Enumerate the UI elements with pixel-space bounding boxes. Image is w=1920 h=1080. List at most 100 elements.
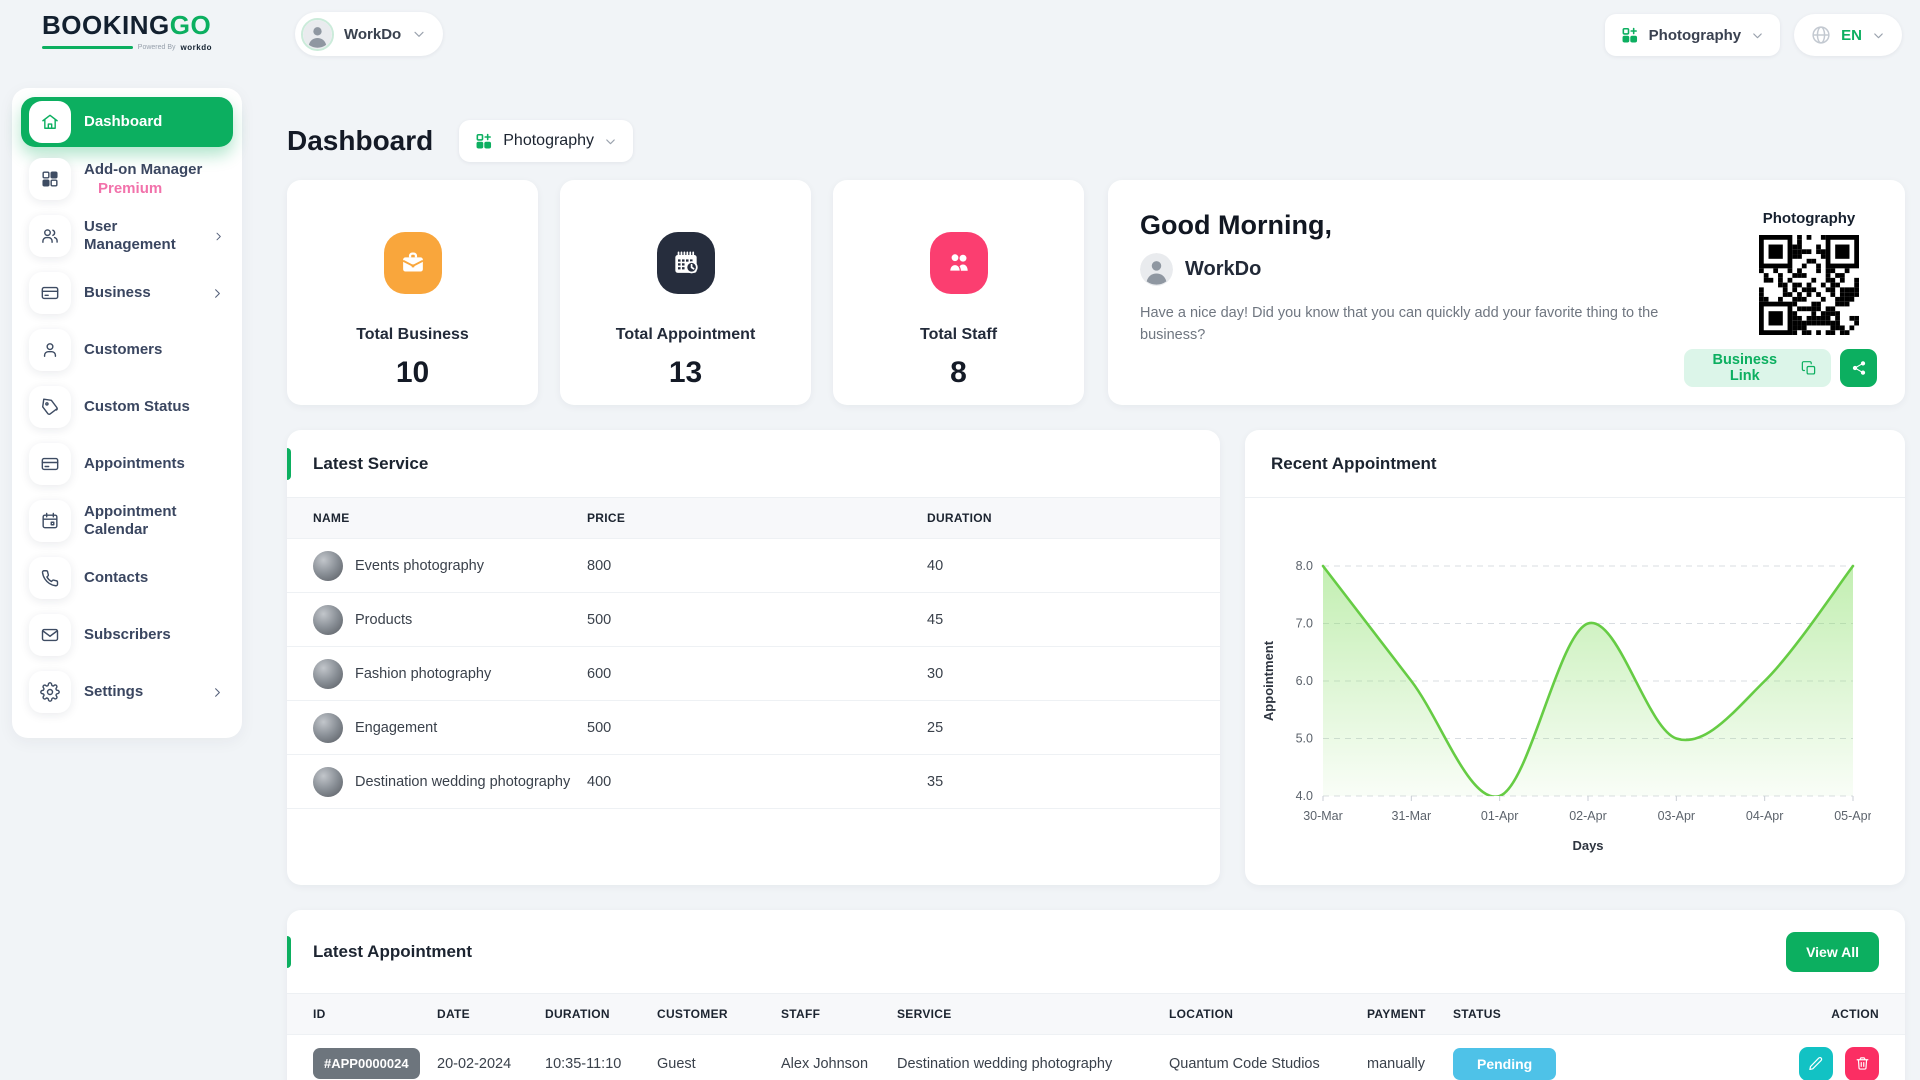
pencil-icon — [1809, 1057, 1823, 1071]
svg-text:02-Apr: 02-Apr — [1569, 809, 1607, 823]
business-link-button[interactable]: Business Link — [1683, 349, 1832, 387]
sidebar-item-label: Custom Status — [84, 398, 190, 415]
edit-button[interactable] — [1798, 1046, 1833, 1080]
bookinggo-logo: BOOKINGGO Powered By workdo — [42, 12, 212, 52]
greeting-qr-block: Photography Business Link — [1683, 210, 1877, 387]
sidebar-item-customers[interactable]: Customers — [21, 325, 233, 375]
latest-service-title: Latest Service — [313, 453, 429, 473]
greeting-user-row: WorkDo — [1140, 253, 1684, 286]
recent-appointment-card: Recent Appointment 4.0 5.0 6.0 7.0 8.0 30-Mar… — [1245, 430, 1905, 885]
service-thumbnail — [313, 712, 343, 743]
topbar-right: Photography EN — [1604, 14, 1902, 56]
service-thumbnail — [313, 658, 343, 689]
svg-text:30-Mar: 30-Mar — [1303, 809, 1343, 823]
appointment-id-badge: #APP0000024 — [313, 1048, 420, 1080]
stat-label: Total Appointment — [615, 326, 756, 343]
status-badge: Pending — [1453, 1047, 1557, 1080]
service-price: 500 — [587, 700, 927, 755]
service-name: Fashion photography — [355, 665, 492, 682]
col-service: SERVICE — [897, 994, 1169, 1035]
service-thumbnail — [313, 766, 343, 797]
sidebar-item-dashboard[interactable]: Dashboard — [21, 97, 233, 147]
grid-plus-icon — [476, 133, 492, 149]
service-price: 500 — [587, 592, 927, 647]
svg-text:4.0: 4.0 — [1296, 789, 1313, 803]
chevron-down-icon — [414, 31, 424, 37]
sidebar-item-addon-manager[interactable]: Add-on Manager Premium — [21, 154, 233, 204]
accent-bar — [287, 447, 291, 480]
accent-bar — [287, 935, 291, 968]
appointment-payment: manually — [1367, 1034, 1453, 1080]
svg-text:Appointment: Appointment — [1261, 640, 1276, 721]
share-icon — [1852, 361, 1865, 375]
calendar-clock-icon — [656, 232, 715, 294]
business-switcher-dropdown[interactable]: Photography — [1604, 14, 1781, 56]
svg-text:05-Apr: 05-Apr — [1834, 809, 1871, 823]
service-name: Products — [355, 611, 413, 628]
logo-underline — [42, 46, 133, 49]
sidebar-item-contacts[interactable]: Contacts — [21, 553, 233, 603]
business-filter-label: Photography — [503, 132, 594, 149]
chevron-right-icon — [215, 687, 220, 697]
mail-icon — [29, 614, 71, 656]
service-duration: 45 — [927, 592, 1220, 647]
sidebar-item-custom-status[interactable]: Custom Status — [21, 382, 233, 432]
workspace-dropdown[interactable]: WorkDo — [295, 12, 444, 56]
chevron-down-icon — [1874, 32, 1883, 38]
col-action: ACTION — [1701, 994, 1905, 1035]
share-button[interactable] — [1840, 349, 1877, 387]
sidebar-item-appointments[interactable]: Appointments — [21, 439, 233, 489]
service-row: Products 500 45 — [287, 592, 1220, 647]
total-business-card: Total Business 10 — [287, 180, 538, 405]
sidebar-item-subscribers[interactable]: Subscribers — [21, 610, 233, 660]
service-row: Fashion photography 600 30 — [287, 646, 1220, 701]
col-location: LOCATION — [1169, 994, 1367, 1035]
col-payment: PAYMENT — [1367, 994, 1453, 1035]
latest-appointment-table: ID DATE DURATION CUSTOMER STAFF SERVICE … — [287, 994, 1905, 1080]
staff-icon — [929, 232, 988, 294]
copy-icon — [1801, 360, 1816, 375]
svg-text:01-Apr: 01-Apr — [1481, 809, 1519, 823]
chevron-down-icon — [606, 138, 615, 144]
business-filter-dropdown[interactable]: Photography — [459, 120, 633, 162]
language-dropdown[interactable]: EN — [1794, 14, 1902, 56]
sidebar-item-label: Contacts — [84, 569, 149, 586]
stat-label: Total Staff — [919, 326, 998, 343]
globe-icon — [1812, 26, 1830, 44]
workdo-brand: workdo — [180, 43, 212, 52]
service-thumbnail — [313, 604, 343, 635]
appointment-location: Quantum Code Studios — [1169, 1034, 1367, 1080]
logo-subtitle: Powered By workdo — [42, 43, 212, 52]
latest-appointment-title: Latest Appointment — [313, 941, 472, 961]
svg-text:Days: Days — [1572, 838, 1603, 853]
latest-appointment-header: Latest Appointment View All — [287, 910, 1905, 994]
gear-icon — [29, 671, 71, 713]
chevron-right-icon — [215, 288, 220, 298]
sidebar-item-appointment-calendar[interactable]: Appointment Calendar — [21, 496, 233, 546]
sidebar-item-label-group: Add-on Manager Premium — [84, 161, 202, 197]
appointment-service: Destination wedding photography — [897, 1034, 1169, 1080]
service-duration: 25 — [927, 700, 1220, 755]
sidebar-item-label: Appointment Calendar — [84, 503, 177, 538]
svg-text:6.0: 6.0 — [1296, 674, 1313, 688]
recent-appointment-header: Recent Appointment — [1245, 430, 1905, 498]
total-staff-card: Total Staff 8 — [833, 180, 1084, 405]
sidebar-item-business[interactable]: Business — [21, 268, 233, 318]
appointment-date: 20-02-2024 — [437, 1034, 545, 1080]
appointment-chart: 4.0 5.0 6.0 7.0 8.0 30-Mar 31-Mar 01-Apr 02-Apr 0… — [1261, 559, 1872, 853]
sidebar: Dashboard Add-on Manager Premium User Ma… — [12, 88, 242, 738]
workspace-name: WorkDo — [344, 25, 402, 43]
chevron-down-icon — [1753, 32, 1762, 38]
stat-value: 8 — [950, 356, 967, 389]
sidebar-item-settings[interactable]: Settings — [21, 667, 233, 717]
premium-badge: Premium — [98, 180, 163, 197]
delete-button[interactable] — [1845, 1046, 1879, 1080]
topbar: BOOKINGGO Powered By workdo WorkDo Photo… — [0, 0, 1920, 72]
latest-service-table: NAME PRICE DURATION Events photography 8… — [287, 498, 1220, 879]
service-name: Events photography — [355, 557, 484, 574]
sidebar-item-user-management[interactable]: User Management — [21, 211, 233, 261]
chevron-right-icon — [216, 232, 221, 240]
view-all-button[interactable]: View All — [1786, 931, 1879, 972]
table-header-row: ID DATE DURATION CUSTOMER STAFF SERVICE … — [287, 994, 1905, 1035]
latest-service-card: Latest Service NAME PRICE DURATION Event… — [287, 430, 1220, 885]
